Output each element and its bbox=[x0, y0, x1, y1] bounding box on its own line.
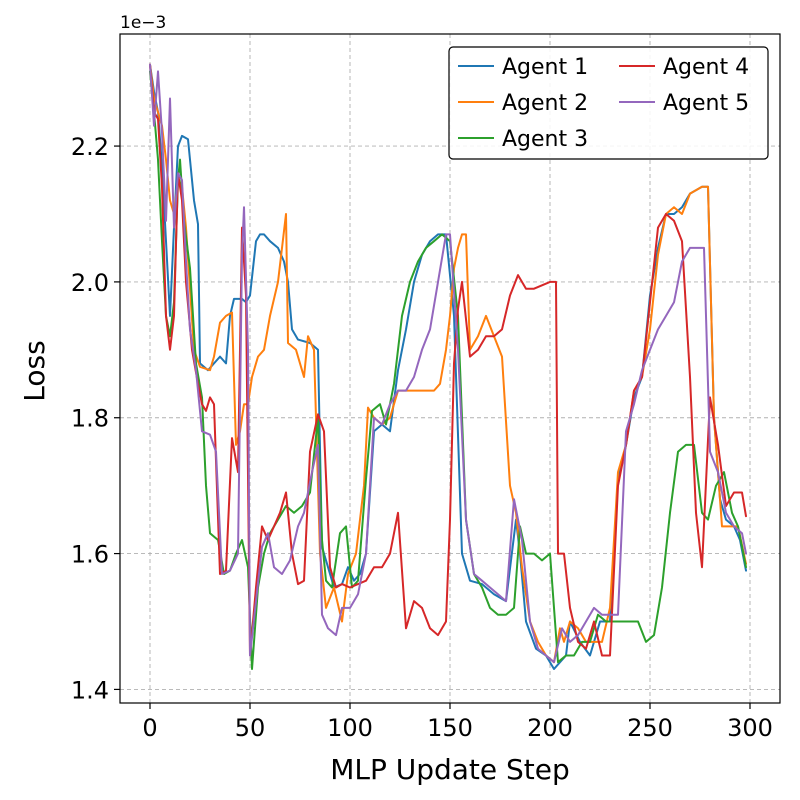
x-tick-label: 100 bbox=[327, 714, 373, 742]
y-tick-label: 2.0 bbox=[71, 269, 109, 297]
legend-entry-label: Agent 1 bbox=[502, 55, 588, 80]
series-line-agent-3 bbox=[149, 70, 747, 670]
legend-box bbox=[448, 46, 769, 160]
x-axis-label: MLP Update Step bbox=[330, 753, 570, 786]
legend-entry-label: Agent 2 bbox=[502, 91, 588, 116]
x-tick-label: 200 bbox=[527, 714, 573, 742]
x-tick-label: 0 bbox=[142, 714, 157, 742]
y-axis-ticks: 1.4 1.6 1.8 2.0 2.2 bbox=[71, 133, 120, 704]
y-tick-label: 2.2 bbox=[71, 133, 109, 161]
y-tick-label: 1.4 bbox=[71, 676, 109, 704]
y-offset-text: 1e−3 bbox=[120, 13, 166, 33]
x-axis-ticks: 0 50 100 150 200 250 300 bbox=[142, 703, 773, 742]
y-tick-label: 1.6 bbox=[71, 541, 109, 569]
x-tick-label: 50 bbox=[235, 714, 266, 742]
legend-entry-label: Agent 4 bbox=[663, 55, 749, 80]
legend-entry-label: Agent 5 bbox=[663, 91, 749, 116]
x-tick-label: 300 bbox=[727, 714, 773, 742]
x-tick-label: 150 bbox=[427, 714, 473, 742]
y-tick-label: 1.8 bbox=[71, 405, 109, 433]
x-tick-label: 250 bbox=[627, 714, 673, 742]
legend-entry-label: Agent 3 bbox=[502, 127, 588, 152]
series-line-agent-5 bbox=[149, 63, 747, 664]
y-axis-label: Loss bbox=[18, 340, 51, 401]
plot-lines bbox=[149, 63, 747, 670]
legend: Agent 1 Agent 4 Agent 2 Agent 5 Agent 3 bbox=[448, 46, 769, 160]
